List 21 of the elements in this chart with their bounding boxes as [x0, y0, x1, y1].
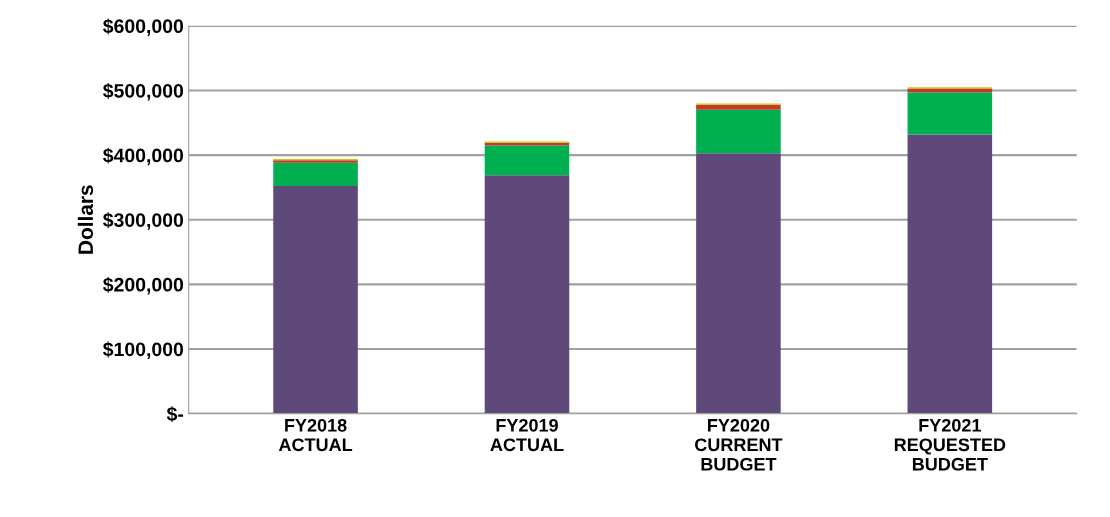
- bar: [484, 145, 570, 176]
- bar: [907, 92, 993, 135]
- y-axis-title: Dollars: [77, 185, 94, 254]
- bar: [696, 153, 781, 414]
- y-tick-label: $300,000: [103, 212, 184, 230]
- y-tick-label: $500,000: [103, 83, 184, 101]
- x-tick-label: FY2018 ACTUAL: [278, 418, 353, 452]
- bar: [696, 109, 781, 154]
- bar: [273, 162, 358, 187]
- bar: [484, 175, 570, 414]
- y-tick-label: $600,000: [103, 18, 184, 36]
- y-tick-label: $-: [166, 406, 184, 423]
- y-tick-label: $200,000: [103, 276, 184, 295]
- bar: [273, 186, 358, 414]
- y-tick-label: $400,000: [103, 147, 184, 166]
- y-tick-label: $100,000: [103, 341, 184, 360]
- bar: [696, 104, 781, 110]
- bar: [907, 134, 993, 414]
- x-tick-label: FY2019 ACTUAL: [490, 418, 564, 452]
- x-tick-label: FY2020 CURRENT BUDGET: [695, 418, 783, 471]
- x-tick-label: FY2021 REQUESTED BUDGET: [894, 418, 1006, 471]
